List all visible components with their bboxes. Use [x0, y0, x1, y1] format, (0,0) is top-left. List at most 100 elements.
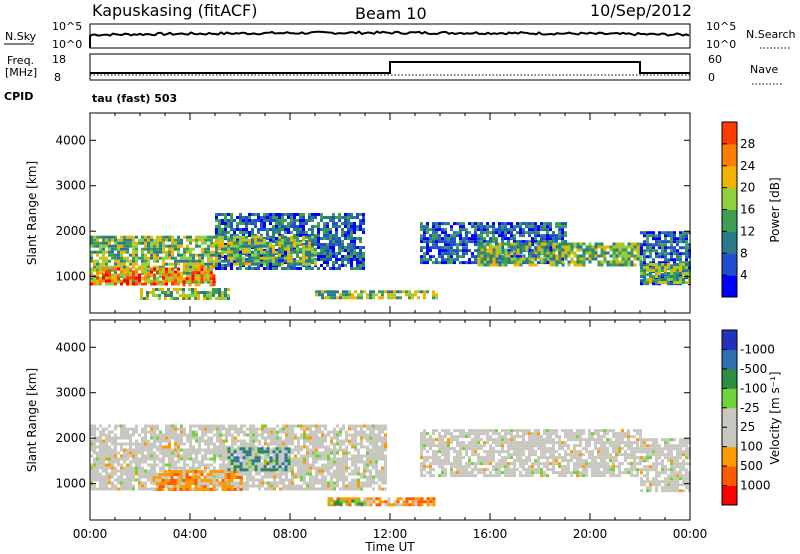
- scatter-cell: [162, 265, 165, 269]
- scatter-cell: [168, 442, 171, 446]
- scatter-cell: [207, 277, 210, 281]
- scatter-cell: [165, 279, 168, 283]
- scatter-cell: [552, 245, 556, 249]
- scatter-cell: [290, 219, 293, 222]
- scatter-cell: [189, 430, 192, 434]
- scatter-cell: [144, 267, 147, 271]
- scatter-cell: [501, 240, 504, 244]
- scatter-cell: [209, 271, 213, 275]
- scatter-cell: [111, 451, 114, 455]
- scatter-cell: [384, 481, 387, 485]
- scatter-cell: [264, 442, 267, 446]
- scatter-cell: [99, 487, 102, 491]
- scatter-cell: [356, 255, 359, 258]
- scatter-cell: [549, 237, 552, 241]
- scatter-cell: [224, 219, 227, 222]
- scatter-cell: [588, 242, 592, 246]
- scatter-cell: [474, 261, 477, 265]
- scatter-cell: [185, 488, 189, 491]
- scatter-cell: [111, 487, 114, 491]
- scatter-cell: [302, 256, 305, 260]
- scatter-cell: [129, 487, 132, 491]
- scatter-cell: [263, 219, 266, 222]
- scatter-cell: [360, 475, 363, 479]
- scatter-cell: [685, 243, 688, 247]
- scatter-cell: [120, 487, 123, 491]
- scatter-cell: [643, 276, 646, 280]
- scatter-cell: [227, 250, 230, 254]
- scatter-cell: [177, 433, 180, 437]
- scatter-cell: [315, 475, 318, 479]
- scatter-cell: [327, 484, 330, 488]
- scatter-cell: [339, 442, 342, 446]
- scatter-cell: [195, 259, 198, 263]
- scatter-cell: [200, 291, 203, 294]
- scatter-cell: [194, 294, 197, 297]
- scatter-cell: [141, 282, 144, 286]
- scatter-cell: [372, 424, 375, 428]
- scatter-cell: [165, 235, 168, 239]
- scatter-cell: [387, 290, 390, 294]
- scatter-cell: [362, 222, 365, 225]
- scatter-cell: [347, 255, 350, 258]
- scatter-cell: [132, 451, 135, 455]
- scatter-cell: [640, 231, 643, 235]
- scatter-cell: [147, 439, 150, 443]
- scatter-cell: [281, 235, 284, 239]
- scatter-cell: [501, 228, 504, 232]
- scatter-cell: [282, 478, 285, 482]
- scatter-cell: [504, 228, 507, 232]
- scatter-cell: [390, 293, 393, 297]
- scatter-cell: [180, 424, 183, 428]
- scatter-cell: [177, 253, 180, 257]
- scatter-cell: [99, 472, 102, 476]
- scatter-cell: [543, 246, 546, 250]
- scatter-cell: [411, 293, 414, 297]
- scatter-cell: [102, 241, 105, 245]
- scatter-cell: [158, 488, 162, 491]
- scatter-cell: [251, 259, 254, 263]
- scatter-cell: [248, 267, 251, 270]
- scatter-cell: [237, 433, 240, 437]
- scatter-cell: [117, 280, 120, 284]
- scatter-cell: [180, 466, 183, 470]
- scatter-cell: [299, 247, 302, 251]
- scatter-cell: [260, 250, 263, 254]
- scatter-cell: [221, 241, 224, 245]
- scatter-cell: [239, 252, 242, 255]
- scatter-cell: [288, 439, 291, 443]
- scatter-cell: [504, 251, 508, 255]
- scatter-cell: [231, 424, 234, 428]
- scatter-cell: [555, 237, 558, 241]
- scatter-cell: [360, 445, 363, 449]
- scatter-cell: [540, 222, 543, 226]
- scatter-cell: [195, 265, 198, 269]
- scatter-cell: [102, 267, 105, 271]
- scatter-cell: [423, 296, 426, 300]
- scatter-cell: [222, 448, 225, 452]
- scatter-cell: [105, 481, 108, 485]
- scatter-cell: [685, 249, 688, 253]
- scatter-cell: [279, 430, 282, 434]
- scatter-cell: [516, 263, 520, 267]
- scatter-cell: [303, 469, 306, 473]
- scatter-cell: [99, 460, 102, 464]
- scatter-cell: [162, 439, 165, 443]
- scatter-cell: [246, 478, 249, 482]
- scatter-cell: [117, 469, 120, 473]
- scatter-cell: [248, 231, 251, 234]
- scatter-cell: [213, 259, 216, 263]
- scatter-cell: [432, 222, 435, 226]
- scatter-cell: [216, 427, 219, 431]
- scatter-cell: [272, 219, 275, 222]
- scatter-cell: [126, 451, 129, 455]
- scatter-cell: [245, 225, 248, 228]
- scatter-cell: [174, 460, 177, 464]
- scatter-cell: [423, 255, 426, 259]
- scatter-cell: [266, 262, 269, 266]
- scatter-cell: [108, 478, 111, 482]
- scatter-cell: [252, 484, 255, 488]
- scatter-cell: [618, 242, 622, 246]
- scatter-cell: [93, 439, 96, 443]
- scatter-cell: [339, 296, 342, 300]
